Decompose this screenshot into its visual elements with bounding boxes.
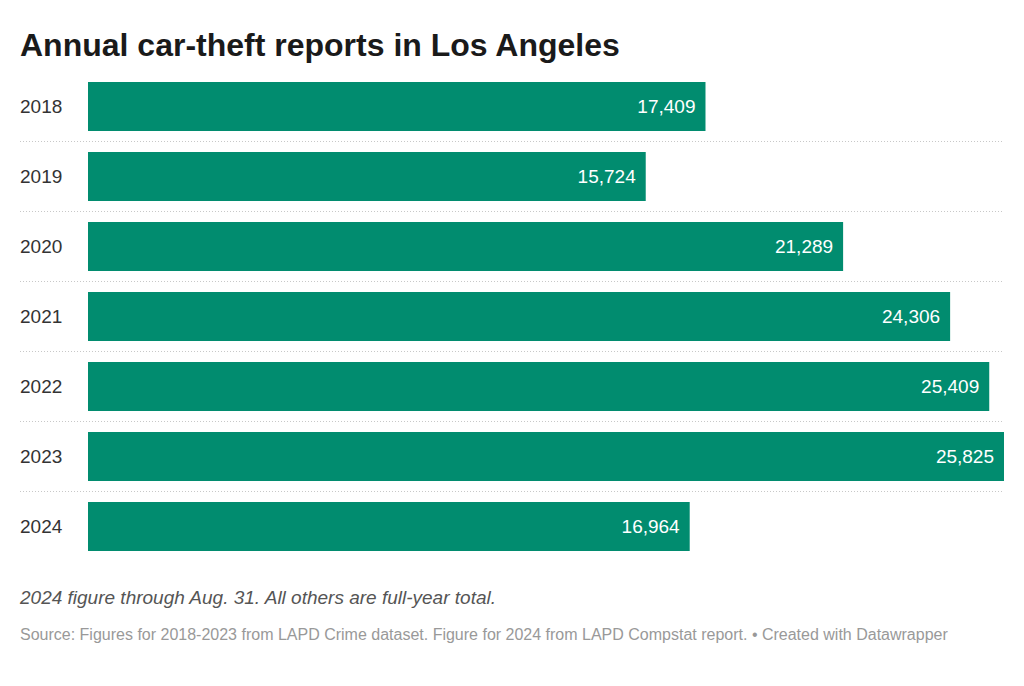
bar	[88, 502, 690, 551]
tick-label: 2020	[20, 236, 62, 257]
data-label: 25,825	[936, 446, 994, 467]
tick-label: 2018	[20, 96, 62, 117]
bar	[88, 222, 843, 271]
row-separator	[20, 211, 1004, 212]
title: Annual car-theft reports in Los Angeles	[20, 27, 620, 63]
data-label: 16,964	[622, 516, 681, 537]
row-separator	[20, 141, 1004, 142]
tick: 2021	[20, 306, 62, 327]
data-labels: 17,409 15,724 21,289 24,306 25,409 25,825 16,9…	[578, 96, 994, 537]
row-separator	[20, 421, 1004, 422]
tick: 2023	[20, 446, 62, 467]
bars	[88, 82, 1004, 551]
data-label: 17,409	[637, 96, 695, 117]
source-line: Source: Figures for 2018-2023 from LAPD …	[20, 626, 948, 643]
tick-label: 2023	[20, 446, 62, 467]
data-label: 25,409	[921, 376, 979, 397]
tick-label: 2022	[20, 376, 62, 397]
category-axis: 2018 2019 2020 2021 2022 2023 2024	[20, 96, 63, 537]
tick-label: 2021	[20, 306, 62, 327]
bar	[88, 432, 1004, 481]
tick: 2022	[20, 376, 62, 397]
bar	[88, 152, 646, 201]
bar	[88, 292, 950, 341]
bar	[88, 362, 989, 411]
tick: 2019	[20, 166, 62, 187]
row-separator	[20, 351, 1004, 352]
tick: 2018	[20, 96, 62, 117]
source: Source: Figures for 2018-2023 from LAPD …	[20, 626, 948, 643]
tick-label: 2019	[20, 166, 62, 187]
bar	[88, 82, 705, 131]
data-label: 24,306	[882, 306, 940, 327]
tick-label: 2024	[20, 516, 63, 537]
note: 2024 figure through Aug. 31. All others …	[19, 587, 496, 608]
tick: 2024	[20, 516, 63, 537]
data-label: 21,289	[775, 236, 833, 257]
row-separator	[20, 491, 1004, 492]
row-separator	[20, 281, 1004, 282]
chart: Annual car-theft reports in Los Angeles 1…	[0, 0, 1024, 686]
data-label: 15,724	[578, 166, 637, 187]
tick: 2020	[20, 236, 62, 257]
